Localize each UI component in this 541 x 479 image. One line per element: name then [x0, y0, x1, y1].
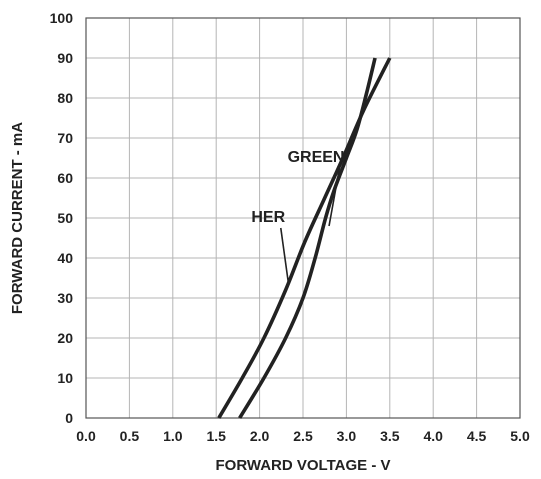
series-lines: [217, 57, 392, 419]
series-line-her: [217, 57, 392, 419]
y-tick-label: 40: [57, 250, 73, 266]
x-tick-label: 5.0: [510, 428, 530, 444]
x-tick-label: 3.5: [380, 428, 400, 444]
y-tick-label: 10: [57, 370, 73, 386]
x-tick-label: 2.0: [250, 428, 270, 444]
annotation-label-green: GREEN: [288, 149, 345, 166]
y-axis-title: FORWARD CURRENT - mA: [9, 122, 26, 314]
y-tick-label: 90: [57, 50, 73, 66]
annotation-leader-her: [279, 227, 290, 283]
x-axis-title: FORWARD VOLTAGE - V: [216, 457, 391, 474]
y-tick-label: 80: [57, 90, 73, 106]
y-tick-label: 20: [57, 330, 73, 346]
x-tick-label: 3.0: [337, 428, 357, 444]
x-tick-label: 2.5: [293, 428, 313, 444]
series-line-green: [238, 57, 377, 419]
annotations: GREEN HER: [251, 149, 345, 283]
x-tick-labels: 0.0 0.5 1.0 1.5 2.0 2.5 3.0 3.5 4.0 4.5 5.0: [76, 428, 530, 444]
x-tick-label: 1.0: [163, 428, 183, 444]
y-tick-label: 30: [57, 290, 73, 306]
y-tick-label: 0: [65, 410, 73, 426]
y-tick-labels: 0 10 20 30 40 50 60 70 80 90 100: [50, 10, 74, 426]
y-tick-label: 100: [50, 10, 74, 26]
plot-frame: [85, 17, 521, 419]
x-tick-label: 0.5: [120, 428, 140, 444]
grid-lines: [85, 17, 521, 419]
x-tick-label: 4.5: [467, 428, 487, 444]
annotation-leader-green: [328, 167, 341, 227]
x-tick-label: 1.5: [206, 428, 226, 444]
y-tick-label: 70: [57, 130, 73, 146]
x-tick-label: 0.0: [76, 428, 96, 444]
annotation-label-her: HER: [251, 209, 285, 226]
x-tick-label: 4.0: [423, 428, 443, 444]
y-tick-label: 60: [57, 170, 73, 186]
y-tick-label: 50: [57, 210, 73, 226]
